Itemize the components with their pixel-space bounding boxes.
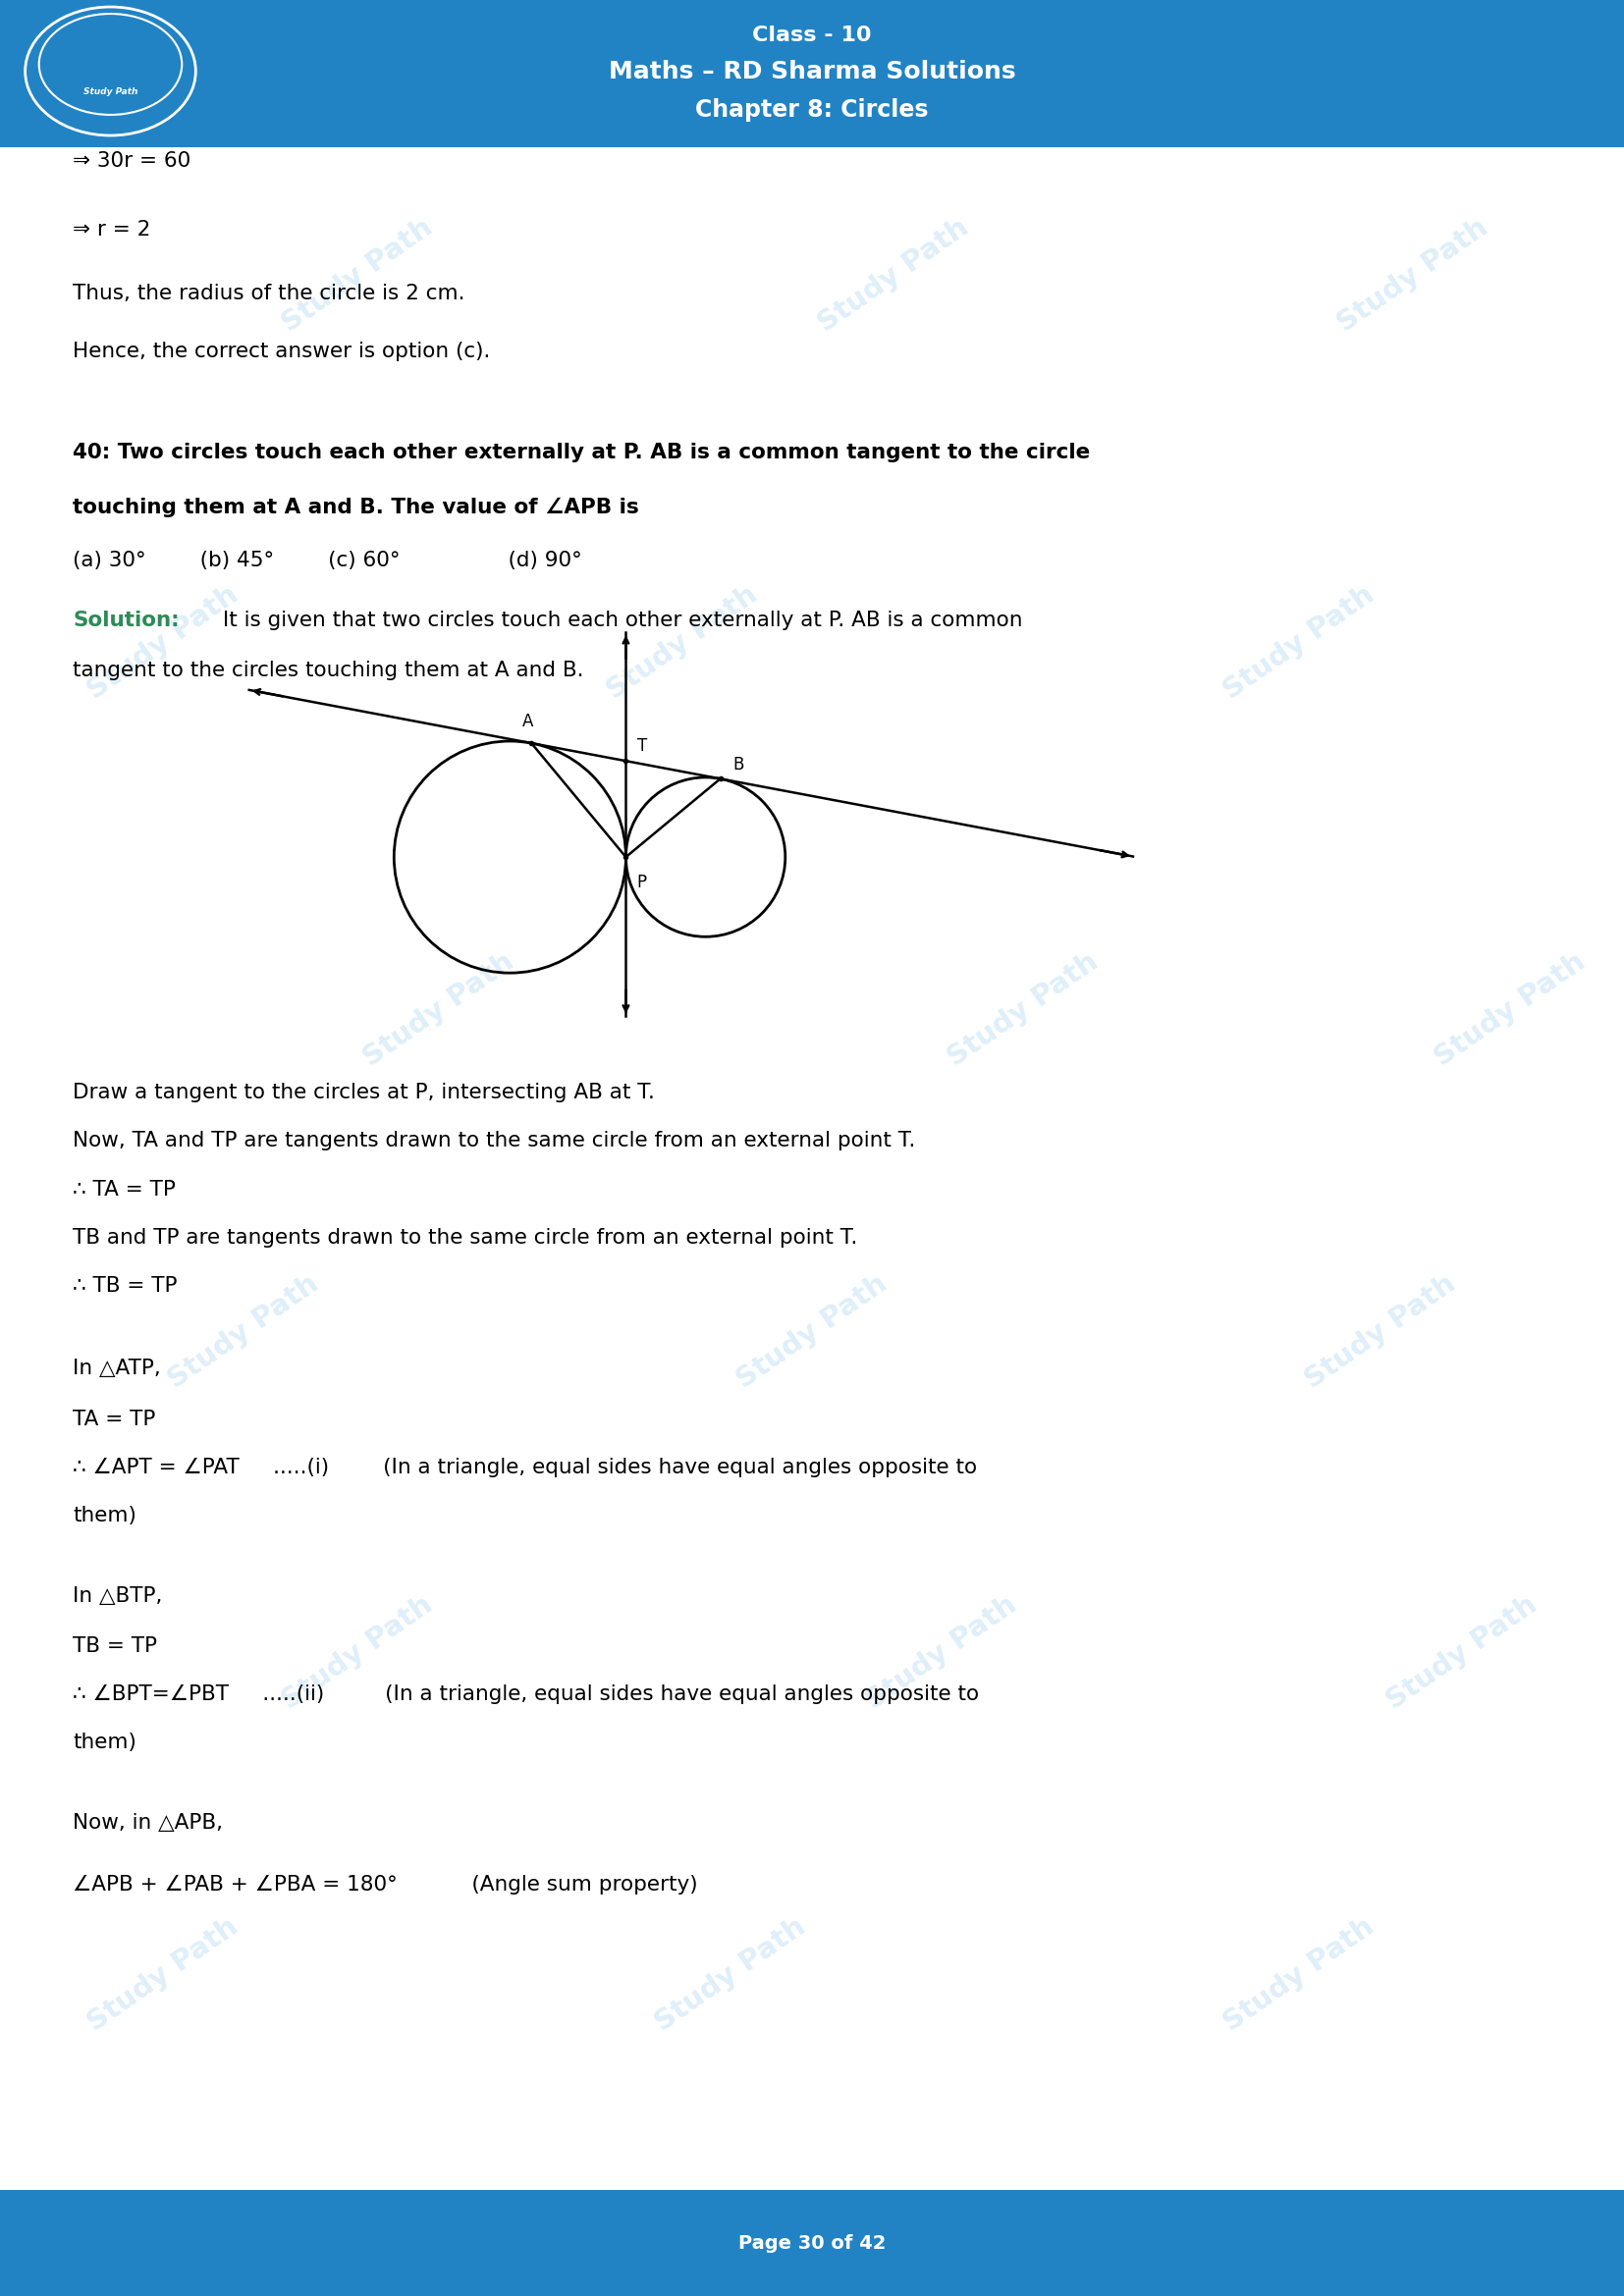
Text: tangent to the circles touching them at A and B.: tangent to the circles touching them at … (73, 661, 585, 680)
Text: Solution:: Solution: (73, 611, 180, 629)
Text: P: P (637, 872, 646, 891)
Text: Now, in △APB,: Now, in △APB, (73, 1814, 224, 1832)
Text: touching them at A and B. The value of ∠APB is: touching them at A and B. The value of ∠… (73, 498, 640, 517)
Text: 40: Two circles touch each other externally at P. AB is a common tangent to the : 40: Two circles touch each other externa… (73, 443, 1091, 461)
Text: In △BTP,: In △BTP, (73, 1587, 162, 1605)
Text: Now, TA and TP are tangents drawn to the same circle from an external point T.: Now, TA and TP are tangents drawn to the… (73, 1132, 916, 1150)
Text: B: B (732, 755, 744, 774)
Text: Study Path: Study Path (1332, 214, 1494, 338)
Text: TB and TP are tangents drawn to the same circle from an external point T.: TB and TP are tangents drawn to the same… (73, 1228, 857, 1247)
Text: It is given that two circles touch each other externally at P. AB is a common: It is given that two circles touch each … (216, 611, 1023, 629)
Text: In △ATP,: In △ATP, (73, 1359, 161, 1378)
Text: Study Path: Study Path (1429, 948, 1592, 1072)
Text: Study Path: Study Path (81, 1913, 244, 2037)
Text: Study Path: Study Path (812, 214, 974, 338)
Text: ∠APB + ∠PAB + ∠PBA = 180°           (Angle sum property): ∠APB + ∠PAB + ∠PBA = 180° (Angle sum pro… (73, 1876, 698, 1894)
Text: Study Path: Study Path (861, 1591, 1023, 1715)
Text: Study Path: Study Path (357, 948, 520, 1072)
Text: Class - 10: Class - 10 (752, 25, 872, 46)
Text: ⇒ 30r = 60: ⇒ 30r = 60 (73, 152, 192, 170)
Text: Page 30 of 42: Page 30 of 42 (739, 2234, 885, 2252)
Ellipse shape (26, 7, 197, 135)
Text: Study Path: Study Path (601, 581, 763, 705)
Ellipse shape (39, 14, 182, 115)
Text: Study Path: Study Path (276, 1591, 438, 1715)
Text: TB = TP: TB = TP (73, 1637, 158, 1655)
Text: Study Path: Study Path (83, 87, 138, 96)
Text: Study Path: Study Path (1299, 1270, 1462, 1394)
Text: TA = TP: TA = TP (73, 1410, 156, 1428)
Text: Study Path: Study Path (731, 1270, 893, 1394)
Text: Study Path: Study Path (1380, 1591, 1543, 1715)
Text: Study Path: Study Path (650, 1913, 812, 2037)
Text: ∴ TA = TP: ∴ TA = TP (73, 1180, 175, 1199)
Text: (a) 30°        (b) 45°        (c) 60°                (d) 90°: (a) 30° (b) 45° (c) 60° (d) 90° (73, 551, 583, 569)
Text: T: T (637, 737, 646, 755)
Text: Study Path: Study Path (1218, 581, 1380, 705)
Text: ∴ ∠BPT=∠PBT     .....(ii)         (In a triangle, equal sides have equal angles : ∴ ∠BPT=∠PBT .....(ii) (In a triangle, eq… (73, 1685, 979, 1704)
Text: them): them) (73, 1733, 136, 1752)
Text: ⇒ r = 2: ⇒ r = 2 (73, 220, 151, 239)
Text: Study Path: Study Path (162, 1270, 325, 1394)
Text: Study Path: Study Path (276, 214, 438, 338)
Text: them): them) (73, 1506, 136, 1525)
Bar (0, 0, 1624, 147)
Text: Study Path: Study Path (942, 948, 1104, 1072)
Text: Draw a tangent to the circles at P, intersecting AB at T.: Draw a tangent to the circles at P, inte… (73, 1084, 654, 1102)
Text: A: A (523, 712, 533, 730)
Text: Hence, the correct answer is option (c).: Hence, the correct answer is option (c). (73, 342, 490, 360)
Text: Maths – RD Sharma Solutions: Maths – RD Sharma Solutions (609, 60, 1015, 83)
Text: Chapter 8: Circles: Chapter 8: Circles (695, 99, 929, 122)
Text: Thus, the radius of the circle is 2 cm.: Thus, the radius of the circle is 2 cm. (73, 285, 466, 303)
Text: ∴ ∠APT = ∠PAT     .....(i)        (In a triangle, equal sides have equal angles : ∴ ∠APT = ∠PAT .....(i) (In a triangle, e… (73, 1458, 978, 1476)
Text: ∴ TB = TP: ∴ TB = TP (73, 1277, 177, 1295)
Text: Study Path: Study Path (81, 581, 244, 705)
Text: Study Path: Study Path (1218, 1913, 1380, 2037)
Bar (0, 2190, 1624, 2296)
